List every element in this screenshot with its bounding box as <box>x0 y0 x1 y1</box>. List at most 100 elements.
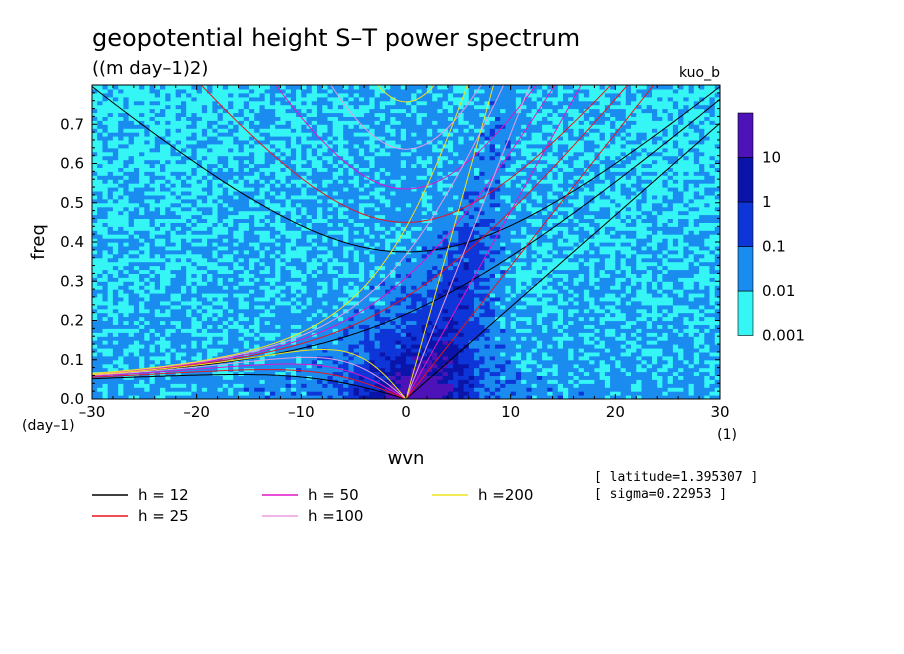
spectrum-cell <box>201 116 208 121</box>
spectrum-cell <box>196 371 203 376</box>
spectrum-cell <box>228 85 234 90</box>
spectrum-cell <box>170 340 177 345</box>
spectrum-cell <box>280 108 287 114</box>
spectrum-cell <box>128 332 135 337</box>
spectrum-cell <box>144 108 151 114</box>
spectrum-cell <box>290 238 297 243</box>
spectrum-cell <box>280 245 287 251</box>
spectrum-cell <box>327 214 334 219</box>
spectrum-cell <box>400 143 407 149</box>
spectrum-cell <box>228 348 234 353</box>
spectrum-cell <box>285 88 292 94</box>
spectrum-cell <box>118 359 124 365</box>
spectrum-cell <box>133 379 140 384</box>
spectrum-cell <box>348 336 355 341</box>
spectrum-cell <box>191 147 198 153</box>
spectrum-cell <box>217 328 224 333</box>
spectrum-cell <box>275 336 281 341</box>
spectrum-cell <box>175 348 182 353</box>
spectrum-cell <box>228 265 234 271</box>
spectrum-cell <box>144 363 151 369</box>
spectrum-cell <box>207 226 213 231</box>
spectrum-cell <box>311 328 318 333</box>
spectrum-cell <box>254 395 260 399</box>
spectrum-cell <box>374 112 381 117</box>
spectrum-cell <box>217 312 224 318</box>
spectrum-cell <box>343 328 349 333</box>
spectrum-cell <box>107 108 114 114</box>
spectrum-cell <box>358 375 365 380</box>
spectrum-cell <box>358 277 365 282</box>
spectrum-cell <box>160 88 166 94</box>
spectrum-cell <box>332 395 339 399</box>
spectrum-cell <box>233 348 240 353</box>
spectrum-cell <box>411 175 417 180</box>
spectrum-cell <box>144 226 151 231</box>
spectrum-cell <box>296 293 302 298</box>
spectrum-cell <box>379 116 386 121</box>
spectrum-cell <box>311 320 318 325</box>
spectrum-cell <box>379 222 386 227</box>
spectrum-cell <box>327 261 334 267</box>
spectrum-cell <box>254 312 260 318</box>
spectrum-cell <box>385 324 391 329</box>
spectrum-cell <box>149 332 156 337</box>
spectrum-cell <box>191 183 198 188</box>
spectrum-cell <box>249 379 255 384</box>
spectrum-cell <box>353 171 360 176</box>
spectrum-cell <box>165 249 172 255</box>
spectrum-cell <box>317 171 323 176</box>
spectrum-cell <box>348 363 355 369</box>
spectrum-cell <box>301 206 308 212</box>
spectrum-cell <box>207 371 213 376</box>
spectrum-cell <box>285 163 292 168</box>
spectrum-cell <box>118 320 124 325</box>
spectrum-cell <box>144 273 151 278</box>
spectrum-cell <box>348 194 355 200</box>
spectrum-cell <box>259 277 266 282</box>
spectrum-cell <box>170 387 177 392</box>
spectrum-cell <box>160 316 166 322</box>
spectrum-cell <box>186 249 192 255</box>
spectrum-cell <box>301 383 308 388</box>
spectrum-cell <box>228 210 234 216</box>
spectrum-cell <box>207 395 213 399</box>
spectrum-cell <box>233 198 240 204</box>
spectrum-cell <box>364 159 370 165</box>
spectrum-cell <box>358 194 365 200</box>
spectrum-cell <box>228 88 234 94</box>
spectrum-cell <box>175 273 182 278</box>
spectrum-cell <box>154 143 161 149</box>
spectrum-cell <box>254 226 260 231</box>
spectrum-cell <box>353 230 360 235</box>
spectrum-cell <box>301 300 308 306</box>
spectrum-cell <box>149 92 156 98</box>
spectrum-cell <box>343 242 349 247</box>
spectrum-cell <box>201 281 208 286</box>
spectrum-cell <box>160 379 166 384</box>
spectrum-cell <box>390 261 397 267</box>
spectrum-cell <box>369 308 376 314</box>
spectrum-cell <box>97 187 103 192</box>
spectrum-cell <box>353 316 360 322</box>
spectrum-cell <box>243 273 250 278</box>
spectrum-cell <box>254 179 260 184</box>
spectrum-cell <box>144 265 151 271</box>
spectrum-cell <box>112 387 119 392</box>
spectrum-cell <box>118 253 124 259</box>
spectrum-cell <box>170 206 177 212</box>
spectrum-cell <box>233 179 240 184</box>
spectrum-cell <box>322 234 329 239</box>
spectrum-cell <box>102 332 109 337</box>
spectrum-cell <box>275 230 281 235</box>
spectrum-cell <box>332 336 339 341</box>
spectrum-cell <box>92 391 98 396</box>
spectrum-cell <box>306 395 313 399</box>
spectrum-cell <box>249 316 255 322</box>
spectrum-cell <box>107 265 114 271</box>
spectrum-cell <box>165 383 172 388</box>
spectrum-cell <box>332 175 339 180</box>
spectrum-cell <box>144 379 151 384</box>
spectrum-cell <box>207 281 213 286</box>
spectrum-cell <box>259 191 266 196</box>
